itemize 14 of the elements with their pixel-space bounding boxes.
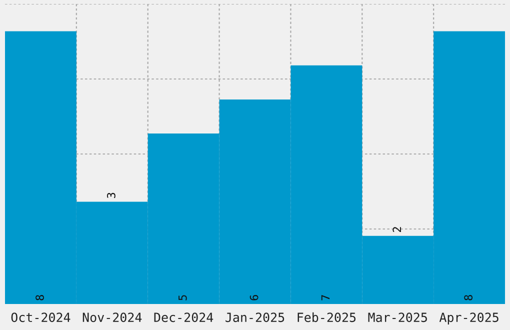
data-label: 3: [106, 192, 116, 198]
x-tick-label: Jan-2025: [226, 312, 284, 322]
data-label: 6: [250, 295, 258, 300]
x-tick-label: Apr-2025: [439, 312, 498, 324]
data-label: 8: [36, 295, 44, 300]
x-tick-label: Nov-2024: [82, 312, 142, 322]
data-label: 8: [464, 295, 473, 300]
data-label: 7: [321, 295, 330, 300]
x-tick-label: Feb-2025: [298, 312, 356, 322]
x-tick-label: Mar-2025: [368, 312, 427, 322]
data-label: 2: [392, 227, 401, 232]
x-tick-label: Oct-2024: [11, 312, 70, 322]
x-tick-label: Dec-2024: [154, 312, 214, 322]
data-label: 5: [178, 295, 187, 300]
